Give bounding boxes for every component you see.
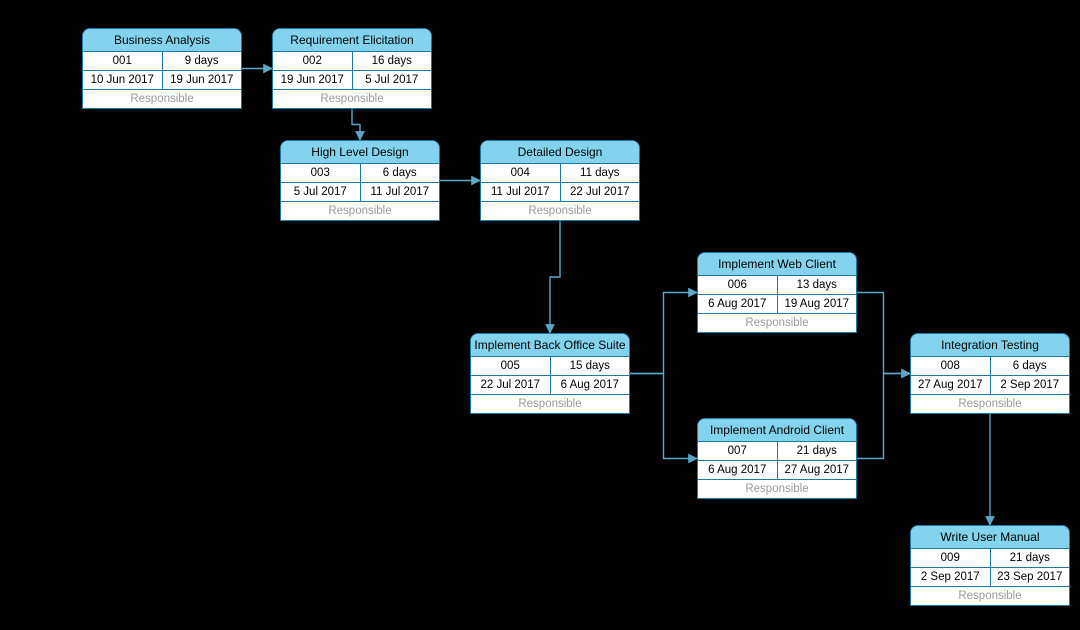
task-title: Implement Back Office Suite (471, 334, 629, 357)
task-duration: 15 days (551, 357, 630, 375)
task-start: 5 Jul 2017 (281, 183, 361, 201)
task-node-002[interactable]: Requirement Elicitation00216 days19 Jun … (272, 28, 432, 109)
task-node-006[interactable]: Implement Web Client00613 days6 Aug 2017… (697, 252, 857, 333)
task-responsible: Responsible (471, 395, 629, 413)
task-end: 2 Sep 2017 (991, 376, 1070, 394)
task-id: 002 (273, 52, 353, 70)
task-duration: 21 days (991, 549, 1070, 567)
task-start: 10 Jun 2017 (83, 71, 163, 89)
task-end: 23 Sep 2017 (991, 568, 1070, 586)
task-duration: 6 days (361, 164, 440, 182)
task-id: 004 (481, 164, 561, 182)
task-start: 22 Jul 2017 (471, 376, 551, 394)
task-id: 003 (281, 164, 361, 182)
task-duration: 6 days (991, 357, 1070, 375)
task-title: Business Analysis (83, 29, 241, 52)
task-responsible: Responsible (481, 202, 639, 220)
task-id: 008 (911, 357, 991, 375)
task-end: 19 Jun 2017 (163, 71, 242, 89)
edge-n5-n7 (630, 374, 697, 459)
task-id: 005 (471, 357, 551, 375)
task-responsible: Responsible (281, 202, 439, 220)
task-node-001[interactable]: Business Analysis0019 days10 Jun 201719 … (82, 28, 242, 109)
task-title: Write User Manual (911, 526, 1069, 549)
task-start: 11 Jul 2017 (481, 183, 561, 201)
edge-n4-n5 (550, 221, 560, 333)
task-title: Implement Web Client (698, 253, 856, 276)
task-responsible: Responsible (911, 395, 1069, 413)
task-title: High Level Design (281, 141, 439, 164)
task-end: 19 Aug 2017 (778, 295, 857, 313)
task-responsible: Responsible (83, 90, 241, 108)
task-start: 27 Aug 2017 (911, 376, 991, 394)
task-start: 2 Sep 2017 (911, 568, 991, 586)
task-duration: 13 days (778, 276, 857, 294)
task-node-004[interactable]: Detailed Design00411 days11 Jul 201722 J… (480, 140, 640, 221)
edge-n2-n3 (352, 109, 360, 140)
task-duration: 9 days (163, 52, 242, 70)
task-end: 11 Jul 2017 (361, 183, 440, 201)
task-title: Detailed Design (481, 141, 639, 164)
task-duration: 11 days (561, 164, 640, 182)
task-node-005[interactable]: Implement Back Office Suite00515 days22 … (470, 333, 630, 414)
task-node-007[interactable]: Implement Android Client00721 days6 Aug … (697, 418, 857, 499)
task-responsible: Responsible (698, 314, 856, 332)
task-node-003[interactable]: High Level Design0036 days5 Jul 201711 J… (280, 140, 440, 221)
task-id: 001 (83, 52, 163, 70)
task-start: 6 Aug 2017 (698, 295, 778, 313)
task-title: Integration Testing (911, 334, 1069, 357)
task-duration: 16 days (353, 52, 432, 70)
task-end: 27 Aug 2017 (778, 461, 857, 479)
task-end: 5 Jul 2017 (353, 71, 432, 89)
task-id: 009 (911, 549, 991, 567)
task-title: Requirement Elicitation (273, 29, 431, 52)
task-id: 007 (698, 442, 778, 460)
task-start: 6 Aug 2017 (698, 461, 778, 479)
task-end: 6 Aug 2017 (551, 376, 630, 394)
task-responsible: Responsible (698, 480, 856, 498)
edge-n6-n8 (857, 293, 910, 374)
task-start: 19 Jun 2017 (273, 71, 353, 89)
task-id: 006 (698, 276, 778, 294)
task-responsible: Responsible (273, 90, 431, 108)
task-title: Implement Android Client (698, 419, 856, 442)
task-node-008[interactable]: Integration Testing0086 days27 Aug 20172… (910, 333, 1070, 414)
task-node-009[interactable]: Write User Manual00921 days2 Sep 201723 … (910, 525, 1070, 606)
edge-n5-n6 (630, 293, 697, 374)
edge-n7-n8 (857, 374, 910, 459)
task-end: 22 Jul 2017 (561, 183, 640, 201)
task-duration: 21 days (778, 442, 857, 460)
task-responsible: Responsible (911, 587, 1069, 605)
